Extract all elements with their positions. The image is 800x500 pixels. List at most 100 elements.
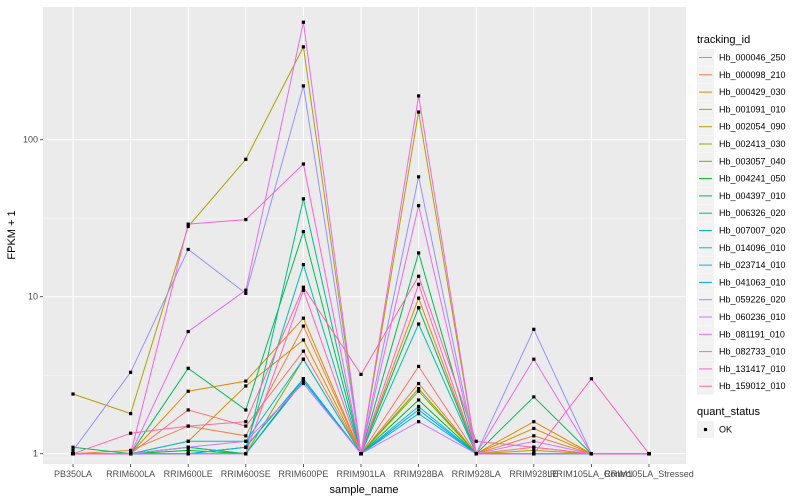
data-point <box>186 224 190 229</box>
data-point <box>129 431 133 435</box>
legend-item: Hb_007007_020 <box>697 222 786 239</box>
x-tick-label: RRIM600LA <box>106 469 155 479</box>
y-tick-label: 1 <box>33 449 38 459</box>
legend-label: Hb_041063_010 <box>719 277 786 287</box>
data-point <box>417 306 421 310</box>
data-point <box>244 384 248 388</box>
data-point <box>647 452 651 456</box>
data-point <box>417 420 421 424</box>
data-point <box>186 408 190 412</box>
data-point <box>301 45 305 49</box>
x-tick-label: RRIM105LA_Stressed <box>604 469 694 479</box>
data-point <box>186 439 190 443</box>
data-point <box>244 288 248 292</box>
x-tick-label: RRIM105LA_Control <box>550 469 633 479</box>
legend-item: Hb_002413_030 <box>697 135 786 153</box>
legend-item: Hb_002054_090 <box>697 118 786 136</box>
data-point <box>71 452 75 456</box>
data-point <box>301 381 305 386</box>
legend-item: Hb_000046_250 <box>697 49 786 66</box>
legend-label: Hb_000429_030 <box>719 87 786 97</box>
data-point <box>417 274 421 278</box>
data-point <box>129 448 133 452</box>
x-tick-label: RRIM928LA <box>452 469 501 479</box>
data-point <box>244 439 248 443</box>
legend-label: Hb_002413_030 <box>719 139 786 149</box>
legend-label: Hb_003057_040 <box>719 156 786 166</box>
data-point <box>532 357 536 361</box>
data-point <box>301 285 305 289</box>
legend-item: Hb_003057_040 <box>697 152 786 170</box>
y-axis-title: FPKM + 1 <box>6 210 18 259</box>
data-point <box>244 434 248 438</box>
data-point <box>417 398 421 402</box>
data-point <box>474 439 478 443</box>
data-point <box>301 84 305 88</box>
shape-legend-label: OK <box>719 425 732 435</box>
data-point <box>186 445 190 449</box>
data-point <box>532 448 536 452</box>
legend-item: Hb_004241_050 <box>697 170 786 188</box>
legend: tracking_id Hb_000046_250 Hb_000098_210 Hb… <box>697 34 786 438</box>
legend-item: Hb_131417_010 <box>697 360 786 378</box>
data-point <box>244 452 248 456</box>
data-point <box>129 412 133 416</box>
x-tick-label: RRIM928LE <box>509 469 558 479</box>
legend-item: Hb_000429_030 <box>697 83 786 101</box>
data-point <box>417 408 421 412</box>
data-point <box>417 175 421 179</box>
shape-legend-title: quant_status <box>697 406 760 418</box>
data-point <box>244 424 248 428</box>
legend-label: Hb_000098_210 <box>719 70 786 80</box>
data-points <box>71 20 651 456</box>
data-point <box>301 324 305 328</box>
legend-label: Hb_004397_010 <box>719 191 786 201</box>
legend-label: Hb_059226_020 <box>719 295 786 305</box>
data-point <box>532 327 536 331</box>
x-axis-ticks: PB350LA RRIM600LA RRIM600LE RRIM600SE RRIM60… <box>54 464 694 479</box>
data-point <box>301 338 305 342</box>
legend-item: Hb_060236_010 <box>697 308 786 326</box>
data-point <box>589 452 593 456</box>
data-point <box>244 420 248 424</box>
data-point <box>186 329 190 334</box>
legend-item: Hb_041063_010 <box>697 273 786 291</box>
data-point <box>244 379 248 383</box>
data-point <box>186 222 190 226</box>
data-point <box>417 251 421 255</box>
legend-label: Hb_014096_010 <box>719 243 786 253</box>
legend-title: tracking_id <box>697 34 750 46</box>
data-point <box>532 395 536 399</box>
legend-item: Hb_000098_210 <box>697 66 786 84</box>
data-point <box>301 20 305 24</box>
data-point <box>244 445 248 449</box>
data-point <box>71 445 75 449</box>
data-point <box>417 381 421 386</box>
legend-item: Hb_159012_010 <box>697 377 786 395</box>
data-point <box>417 110 421 114</box>
data-point <box>417 404 421 409</box>
data-point <box>417 389 421 393</box>
shape-legend-key-point <box>703 427 708 432</box>
data-point <box>129 452 133 456</box>
legend-item: Hb_059226_020 <box>697 291 786 309</box>
data-point <box>532 452 536 456</box>
data-point <box>532 445 536 449</box>
legend-item: Hb_082733_010 <box>697 343 786 361</box>
legend-label: Hb_006326_020 <box>719 208 786 218</box>
data-point <box>417 204 421 208</box>
data-point <box>417 364 421 368</box>
x-tick-label: RRIM901LA <box>336 469 385 479</box>
legend-label: Hb_131417_010 <box>719 364 786 374</box>
legend-label: Hb_000046_250 <box>719 53 786 63</box>
data-point <box>186 448 190 452</box>
data-point <box>186 424 190 428</box>
legend-item: Hb_004397_010 <box>697 187 786 205</box>
data-point <box>301 349 305 353</box>
data-point <box>359 372 363 377</box>
data-point <box>301 229 305 234</box>
legend-label: Hb_159012_010 <box>719 381 786 391</box>
legend-item: Hb_023714_010 <box>697 256 786 274</box>
shape-legend-item: OK <box>697 421 732 438</box>
data-point <box>417 282 421 286</box>
